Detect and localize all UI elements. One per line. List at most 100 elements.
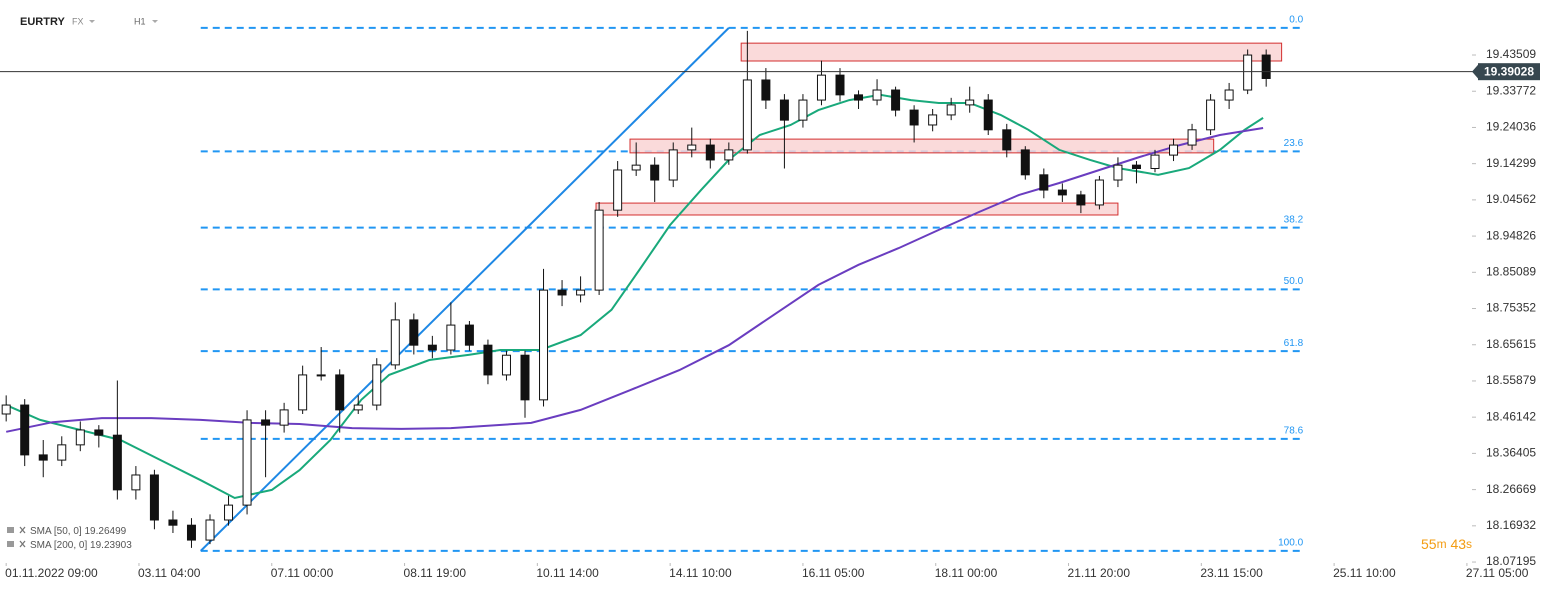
legend-value: 19.26499	[84, 526, 126, 537]
y-tick-label: 19.43509	[1486, 47, 1536, 61]
candle-body	[1206, 99, 1216, 131]
y-tick-label: 18.75352	[1486, 301, 1536, 315]
countdown-seconds: 43	[1450, 536, 1466, 552]
legend: SMA [50, 0] 19.26499 SMA [200, 0] 19.239…	[7, 526, 132, 551]
candle-body	[1187, 129, 1197, 146]
candle-body	[501, 354, 511, 376]
candle-body	[965, 99, 975, 106]
candle-body	[798, 99, 808, 121]
candle-body	[816, 74, 826, 101]
candle-body	[1020, 149, 1030, 176]
candle-body	[1224, 89, 1234, 101]
sma-line	[5, 93, 1264, 500]
candle-body	[1243, 54, 1253, 91]
x-tick-label: 03.11 04:00	[138, 566, 201, 580]
candle-body	[1131, 164, 1141, 169]
candle-body	[520, 354, 530, 401]
x-tick-label: 27.11 05:00	[1466, 566, 1529, 580]
y-tick-label: 18.26669	[1486, 482, 1536, 496]
market: FX	[72, 16, 84, 26]
candle-body	[38, 454, 48, 461]
candle-body	[186, 524, 196, 541]
market-caret[interactable]	[89, 20, 95, 23]
candle-body	[724, 149, 734, 161]
fib-label: 50.0	[1284, 276, 1304, 287]
candle-body	[594, 209, 604, 291]
zone	[740, 42, 1283, 62]
legend-icon[interactable]	[7, 527, 14, 533]
candle-body	[1169, 144, 1179, 156]
y-tick-label: 18.46142	[1486, 409, 1536, 423]
y-tick-label: 18.85089	[1486, 264, 1536, 278]
legend-entry: SMA [50, 0] 19.26499	[30, 526, 127, 537]
legend-remove[interactable]	[19, 540, 26, 548]
candle-body	[149, 474, 159, 521]
symbol[interactable]: EURTRY	[20, 16, 65, 28]
legend-name: SMA [50, 0]	[30, 526, 82, 537]
x-tick-label: 08.11 19:00	[404, 566, 467, 580]
candle-body	[946, 104, 956, 116]
y-tick-label: 19.04562	[1486, 192, 1536, 206]
legend-remove[interactable]	[19, 526, 26, 534]
x-tick-label: 14.11 10:00	[669, 566, 732, 580]
candle-body	[1, 404, 11, 415]
candle-body	[75, 429, 85, 446]
candle-body	[928, 114, 938, 126]
fib-label: 61.8	[1284, 338, 1304, 349]
x-tick-label: 18.11 00:00	[935, 566, 998, 580]
zone	[629, 138, 1215, 154]
candle-body	[613, 169, 623, 211]
candle-body	[446, 324, 456, 351]
y-tick-label: 18.36405	[1486, 446, 1536, 460]
candle-body	[576, 289, 586, 296]
candle-body	[335, 374, 345, 411]
interval-caret[interactable]	[152, 20, 158, 23]
candle-body	[464, 324, 474, 346]
legend-icon[interactable]	[7, 541, 14, 547]
price-tag-arrow	[1472, 63, 1479, 80]
candle-body	[279, 409, 289, 426]
candle-body	[94, 429, 104, 436]
countdown-unit: s	[1466, 537, 1472, 551]
candle-body	[205, 519, 215, 541]
candle-body	[390, 319, 400, 366]
candle-body	[20, 404, 30, 456]
countdown-minutes: 55	[1421, 536, 1437, 552]
candle-body	[1113, 164, 1123, 181]
sma-line	[5, 127, 1264, 433]
candle-body	[687, 144, 697, 151]
candle-body	[835, 74, 845, 96]
candle-body	[1002, 129, 1012, 151]
candle-body	[57, 444, 67, 461]
candle-body	[112, 434, 122, 491]
plot: 0.0 23.6 38.2 50.0 61.8 78.6 100.0 19.39028 19.4…	[0, 15, 1540, 580]
y-tick-label: 18.94826	[1486, 228, 1536, 242]
candle-body	[1057, 189, 1067, 196]
candle-body	[1076, 194, 1086, 206]
y-tick-label: 18.07195	[1486, 554, 1536, 568]
candle-body	[1261, 54, 1271, 79]
y-tick-label: 18.16932	[1486, 518, 1536, 532]
candle-body	[705, 144, 715, 161]
x-tick-label: 07.11 00:00	[271, 566, 334, 580]
candle-body	[742, 79, 752, 151]
candle-body	[372, 364, 382, 406]
candle-body	[1039, 174, 1049, 191]
candle-body	[316, 374, 326, 377]
fib-label: 100.0	[1278, 538, 1303, 549]
candle-body	[242, 419, 252, 506]
candle-body	[779, 99, 789, 121]
countdown: 55m 43s	[1421, 536, 1472, 552]
x-tick-label: 10.11 14:00	[536, 566, 599, 580]
candle-body	[1094, 179, 1104, 206]
candle-body	[298, 374, 308, 411]
interval[interactable]: H1	[134, 16, 146, 26]
candle-body	[668, 149, 678, 181]
fib-label: 0.0	[1289, 15, 1303, 26]
countdown-unit: m	[1437, 537, 1447, 551]
price-tag	[1478, 63, 1540, 81]
x-tick-label: 25.11 10:00	[1333, 566, 1396, 580]
